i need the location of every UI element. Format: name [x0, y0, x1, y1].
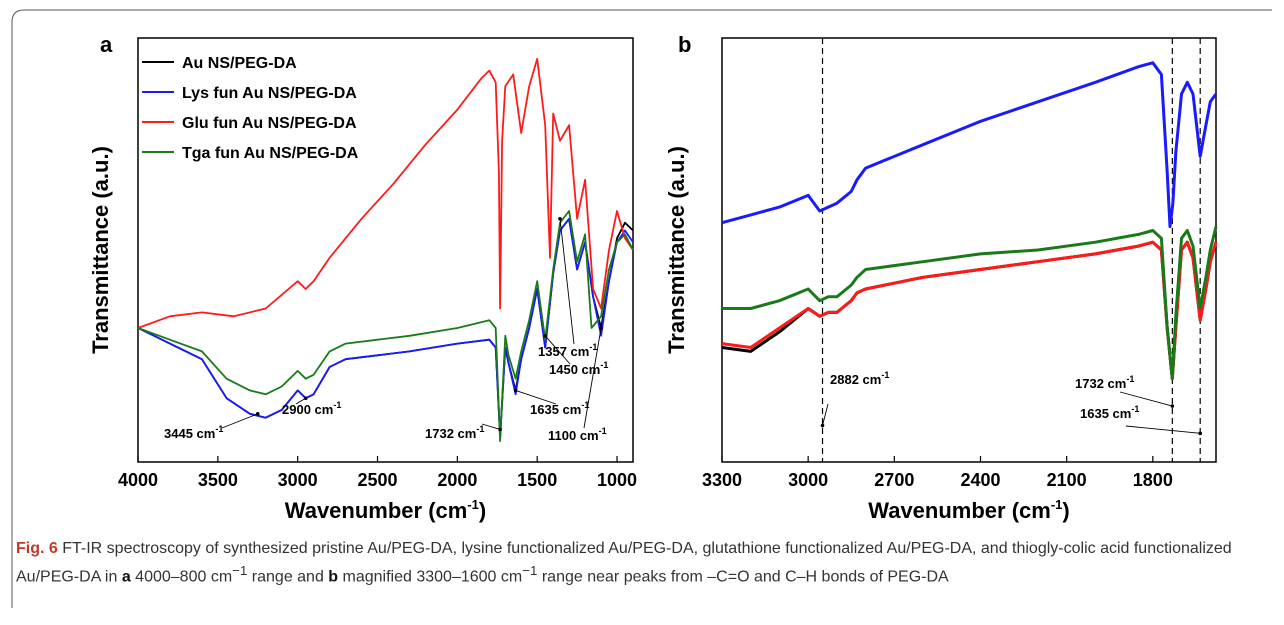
- legend-label: Au NS/PEG-DA: [182, 55, 297, 72]
- annotation-arrow: [559, 218, 575, 345]
- y-axis-label-a: Transmittance (a.u.): [88, 146, 113, 354]
- panel-label-b: b: [678, 32, 691, 57]
- peak-annotation: 3445 cm-1: [164, 424, 223, 441]
- x-tick-label: 3500: [198, 470, 238, 490]
- peak-annotation: 2882 cm-1: [830, 370, 889, 387]
- annotation-arrow: [1125, 425, 1201, 434]
- annotation-arrow: [1119, 391, 1173, 407]
- annotation-arrow-head: [1198, 431, 1203, 436]
- annotation-arrow: [822, 403, 829, 426]
- legend-label: Glu fun Au NS/PEG-DA: [182, 115, 357, 132]
- caption-sup-1: −1: [232, 563, 248, 578]
- annotation-arrow: [515, 390, 557, 405]
- peak-annotation: 1635 cm-1: [1080, 404, 1139, 421]
- x-tick-label: 2500: [357, 470, 397, 490]
- annotation-arrow-head: [498, 427, 502, 432]
- peak-annotation: 1100 cm-1: [548, 426, 607, 443]
- legend-label: Tga fun Au NS/PEG-DA: [182, 145, 359, 162]
- figure-caption: Fig. 6 FT-IR spectroscopy of synthesized…: [16, 538, 1266, 588]
- annotation-arrow: [481, 423, 501, 430]
- annotation-arrow-head: [303, 396, 308, 401]
- caption-ref-a: a: [121, 568, 131, 586]
- panel-label-a: a: [100, 32, 113, 57]
- series-line-au: [721, 240, 1218, 381]
- series-line-glu: [721, 240, 1218, 381]
- annotation-arrow-head: [255, 412, 260, 416]
- x-tick-label: 2700: [874, 470, 914, 490]
- caption-text-2: 4000–800 cm: [130, 568, 233, 586]
- x-tick-label: 4000: [118, 470, 158, 490]
- peak-annotation: 1732 cm-1: [1075, 374, 1134, 391]
- annotation-arrow-head: [543, 334, 547, 338]
- x-tick-label: 2000: [437, 470, 477, 490]
- annotation-arrow-head: [1170, 404, 1175, 408]
- x-tick-label: 3000: [278, 470, 318, 490]
- y-axis-label-b: Transmittance (a.u.): [664, 146, 689, 354]
- caption-text-4: magnified 3300–1600 cm: [338, 568, 523, 586]
- legend-label: Lys fun Au NS/PEG-DA: [182, 85, 357, 102]
- x-tick-label: 3000: [788, 470, 828, 490]
- x-axis-label-a: Wavenumber (cm-1): [285, 497, 486, 523]
- annotation-arrow: [544, 335, 571, 365]
- peak-annotation: 2900 cm-1: [282, 400, 341, 417]
- peak-annotation: 1357 cm-1: [538, 342, 597, 359]
- x-tick-label: 1800: [1133, 470, 1173, 490]
- plot-area-b: [721, 37, 1217, 463]
- annotation-arrow: [295, 397, 306, 405]
- peak-annotation: 1450 cm-1: [549, 360, 608, 377]
- annotation-arrow-head: [820, 423, 825, 428]
- x-tick-label: 2100: [1047, 470, 1087, 490]
- peak-annotation: 1732 cm-1: [425, 424, 484, 441]
- caption-label: Fig. 6: [16, 540, 58, 557]
- caption-text-5: range near peaks from –C=O and C–H bonds…: [537, 568, 949, 586]
- annotation-arrow: [583, 327, 602, 429]
- x-tick-label: 2400: [960, 470, 1000, 490]
- x-tick-label: 1500: [517, 470, 557, 490]
- annotation-arrow-head: [558, 216, 562, 221]
- peak-annotation: 1635 cm-1: [530, 400, 589, 417]
- annotation-arrow: [221, 413, 258, 429]
- figure-border: [11, 9, 1272, 608]
- annotation-arrow-head: [599, 326, 603, 330]
- caption-ref-b: b: [328, 568, 339, 586]
- series-line-lys: [721, 61, 1218, 229]
- annotation-arrow-head: [513, 388, 518, 393]
- x-tick-label: 3300: [702, 470, 742, 490]
- series-line-tga: [137, 210, 634, 442]
- caption-text-1: FT-IR spectroscopy of synthesized pristi…: [16, 540, 1232, 586]
- x-tick-label: 1000: [597, 470, 637, 490]
- caption-sup-2: −1: [522, 563, 538, 578]
- series-line-glu: [137, 58, 634, 329]
- series-line-tga: [722, 226, 1218, 381]
- caption-text-3: range and: [247, 568, 329, 586]
- x-axis-label-b: Wavenumber (cm-1): [868, 497, 1069, 523]
